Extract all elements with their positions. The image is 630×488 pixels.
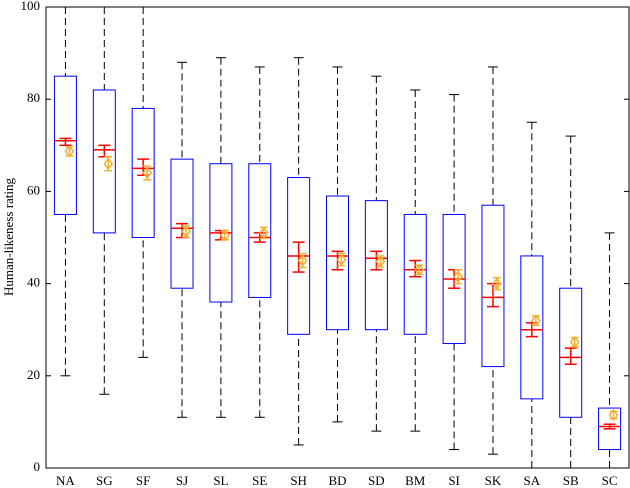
mean-marker (103, 157, 114, 170)
box (403, 213, 427, 335)
x-tick-label: NA (56, 473, 75, 488)
box (559, 287, 583, 418)
box (92, 89, 116, 234)
mean-marker (375, 255, 386, 268)
x-tick-label: SD (368, 473, 385, 488)
mean-marker (608, 408, 619, 422)
x-tick-label: SB (563, 473, 579, 488)
plot-frame (45, 6, 630, 469)
x-tick-label: SJ (176, 473, 188, 488)
x-tick-label: SK (485, 473, 502, 488)
mean-marker (453, 270, 464, 283)
x-tick-label: SI (448, 473, 460, 488)
box (481, 204, 505, 368)
x-tick-label: SH (290, 473, 307, 488)
box (364, 200, 388, 331)
mean-marker (492, 277, 502, 290)
y-tick-label: 40 (27, 275, 40, 290)
y-tick-label: 0 (34, 459, 41, 474)
mean-marker (297, 254, 308, 267)
box (53, 75, 77, 215)
box (170, 158, 194, 289)
x-tick-label: BD (328, 473, 346, 488)
x-tick-label: SA (524, 473, 541, 488)
box (131, 107, 155, 238)
mean-marker (569, 335, 580, 349)
box (520, 255, 544, 400)
mean-marker (336, 253, 347, 266)
box (248, 163, 272, 298)
x-tick-label: SC (602, 473, 618, 488)
y-axis-label: Human-likeness rating (1, 177, 16, 296)
y-tick-label: 60 (27, 182, 40, 197)
x-tick-label: SE (252, 473, 267, 488)
x-tick-label: BM (405, 473, 426, 488)
mean-marker (258, 226, 269, 240)
y-tick-label: 80 (27, 90, 40, 105)
x-tick-label: SL (213, 473, 228, 488)
y-tick-label: 20 (27, 367, 40, 382)
x-tick-label: SG (96, 473, 113, 488)
box (598, 407, 622, 451)
mean-marker (530, 314, 541, 327)
mean-marker (219, 228, 230, 242)
mean-marker (64, 145, 75, 158)
y-tick-label: 100 (21, 0, 41, 13)
mean-marker (142, 166, 153, 180)
mean-marker (414, 263, 425, 276)
mean-marker (181, 225, 191, 238)
x-tick-label: SF (136, 473, 150, 488)
box (326, 195, 349, 331)
